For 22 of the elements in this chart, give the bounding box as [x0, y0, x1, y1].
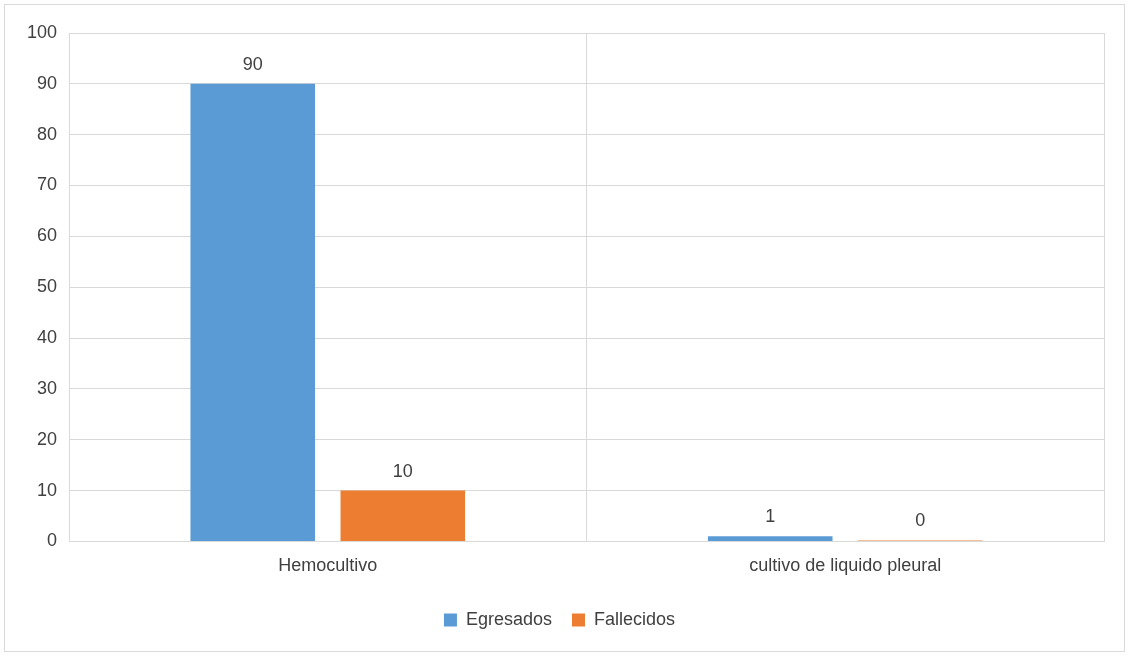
y-tick-label: 40	[37, 327, 58, 348]
y-tick-label: 90	[37, 72, 58, 93]
data-label: 10	[392, 460, 413, 481]
bar	[707, 536, 833, 541]
y-tick-label: 100	[26, 21, 58, 42]
legend-label: Egresados	[465, 608, 553, 629]
y-tick-label: 30	[37, 377, 58, 398]
legend-label: Fallecidos	[594, 608, 676, 629]
x-tick-label: cultivo de liquido pleural	[749, 555, 942, 576]
y-tick-label: 70	[37, 174, 58, 195]
bar	[340, 490, 466, 541]
x-tick-label: Hemocultivo	[278, 555, 378, 576]
y-tick-label: 80	[37, 123, 58, 144]
data-label: 1	[765, 506, 776, 527]
y-tick-label: 20	[37, 428, 58, 449]
data-label: 0	[915, 510, 926, 531]
y-tick-label: 60	[37, 225, 58, 246]
y-tick-label: 0	[47, 530, 58, 551]
data-label: 90	[242, 53, 263, 74]
y-tick-label: 50	[37, 276, 58, 297]
bar	[190, 83, 316, 541]
y-tick-label: 10	[37, 479, 58, 500]
